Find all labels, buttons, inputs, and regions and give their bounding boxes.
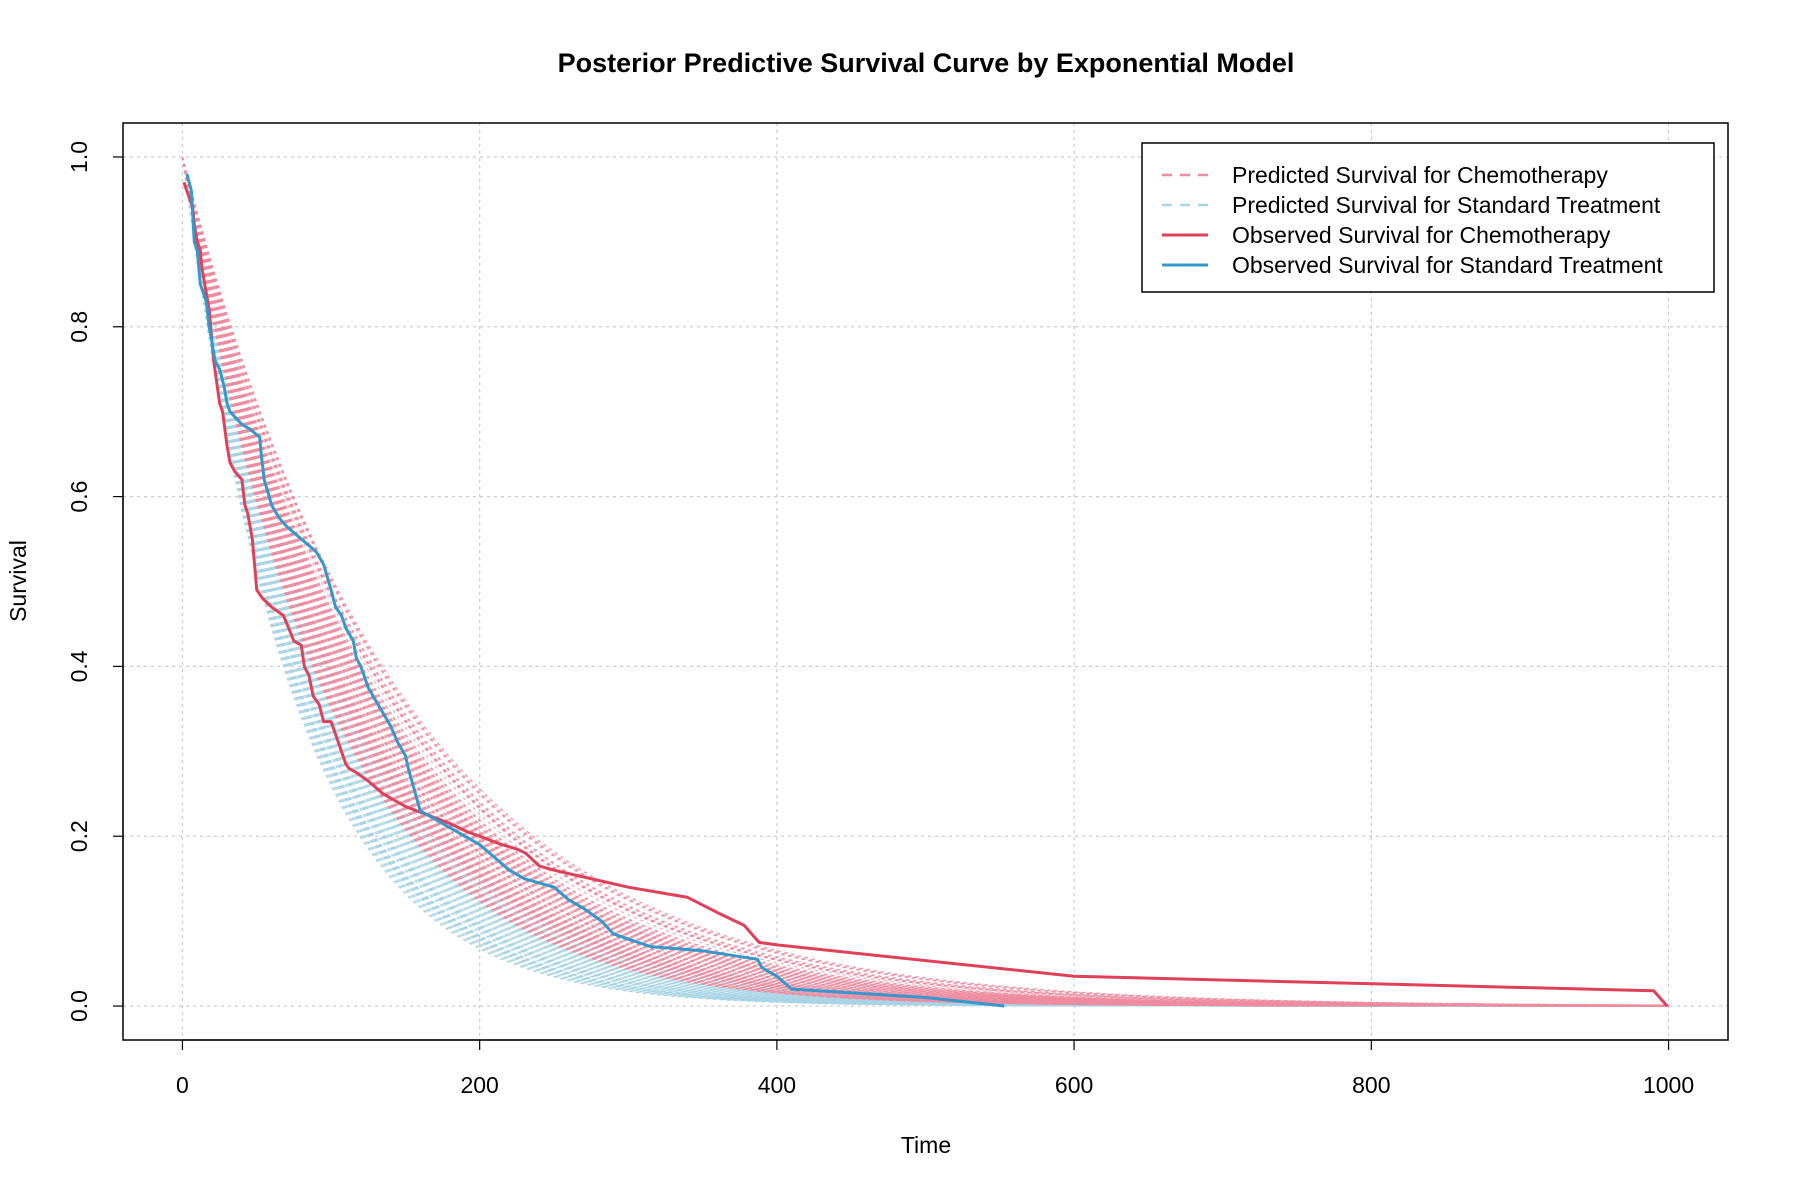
predicted-chemo-curve-draw [181,156,1669,1007]
predicted-chemo-curve-draw [181,156,1669,1007]
x-tick-label: 0 [176,1072,189,1098]
axes: 0 200 400 600 800 1000 0.0 0.2 0.4 0.6 0.8 1.0 [66,141,1694,1098]
x-tick-label: 1000 [1643,1072,1694,1098]
predicted-standard-curve-draw [181,156,1669,1007]
predicted-chemo-curve-draw [181,156,1669,1007]
predicted-chemo-curve-draw [181,156,1669,1006]
x-axis-label: Time [901,1132,951,1158]
predicted-chemo-curve-draw [181,156,1669,1007]
x-tick-label: 200 [460,1072,498,1098]
predicted-chemo-curve-draw [181,156,1669,1006]
legend-label: Observed Survival for Standard Treatment [1232,252,1663,278]
observed-standard-line [185,173,1005,1008]
predicted-chemo-curve-draw [181,156,1669,1007]
predicted-chemo-curve-draw [181,156,1669,1007]
predicted-standard-curve-draw [181,156,1669,1007]
predicted-chemo-curve-draw [181,156,1669,1007]
predicted-standard-curve-draw [181,156,1669,1007]
x-tick-label: 400 [758,1072,796,1098]
predicted-standard-curve-draw [181,156,1669,1007]
predicted-standard-curve-draw [181,156,1669,1007]
observed-curves [182,173,1669,1008]
predicted-chemo-curve-draw [181,156,1669,1007]
y-tick-label: 1.0 [66,141,92,173]
legend-label: Predicted Survival for Chemotherapy [1232,162,1608,188]
predicted-standard-curve-draw [181,156,1669,1007]
legend-box [1141,142,1715,293]
chart-title: Posterior Predictive Survival Curve by E… [558,48,1295,78]
predicted-chemo-curve-draw [181,156,1669,1007]
x-tick-label: 600 [1055,1072,1093,1098]
y-tick-label: 0.6 [66,481,92,513]
y-tick-label: 0.4 [66,650,92,682]
predicted-chemo-curve-draw [181,156,1669,1006]
observed-chemo-line [182,181,1669,1007]
y-axis-label: Survival [5,540,31,622]
legend: Predicted Survival for Chemotherapy Predi… [1141,142,1715,293]
legend-label: Observed Survival for Chemotherapy [1232,222,1611,248]
predicted-chemo-curve-draw [181,156,1669,1007]
x-tick-label: 800 [1352,1072,1390,1098]
predicted-chemo-curve-draw [181,156,1669,1007]
predicted-chemo-curve-draw [181,156,1669,1007]
legend-label: Predicted Survival for Standard Treatmen… [1232,192,1661,218]
y-tick-label: 0.0 [66,990,92,1022]
predicted-chemo-curve-draw [181,156,1669,1007]
y-tick-label: 0.2 [66,820,92,852]
y-tick-label: 0.8 [66,311,92,343]
